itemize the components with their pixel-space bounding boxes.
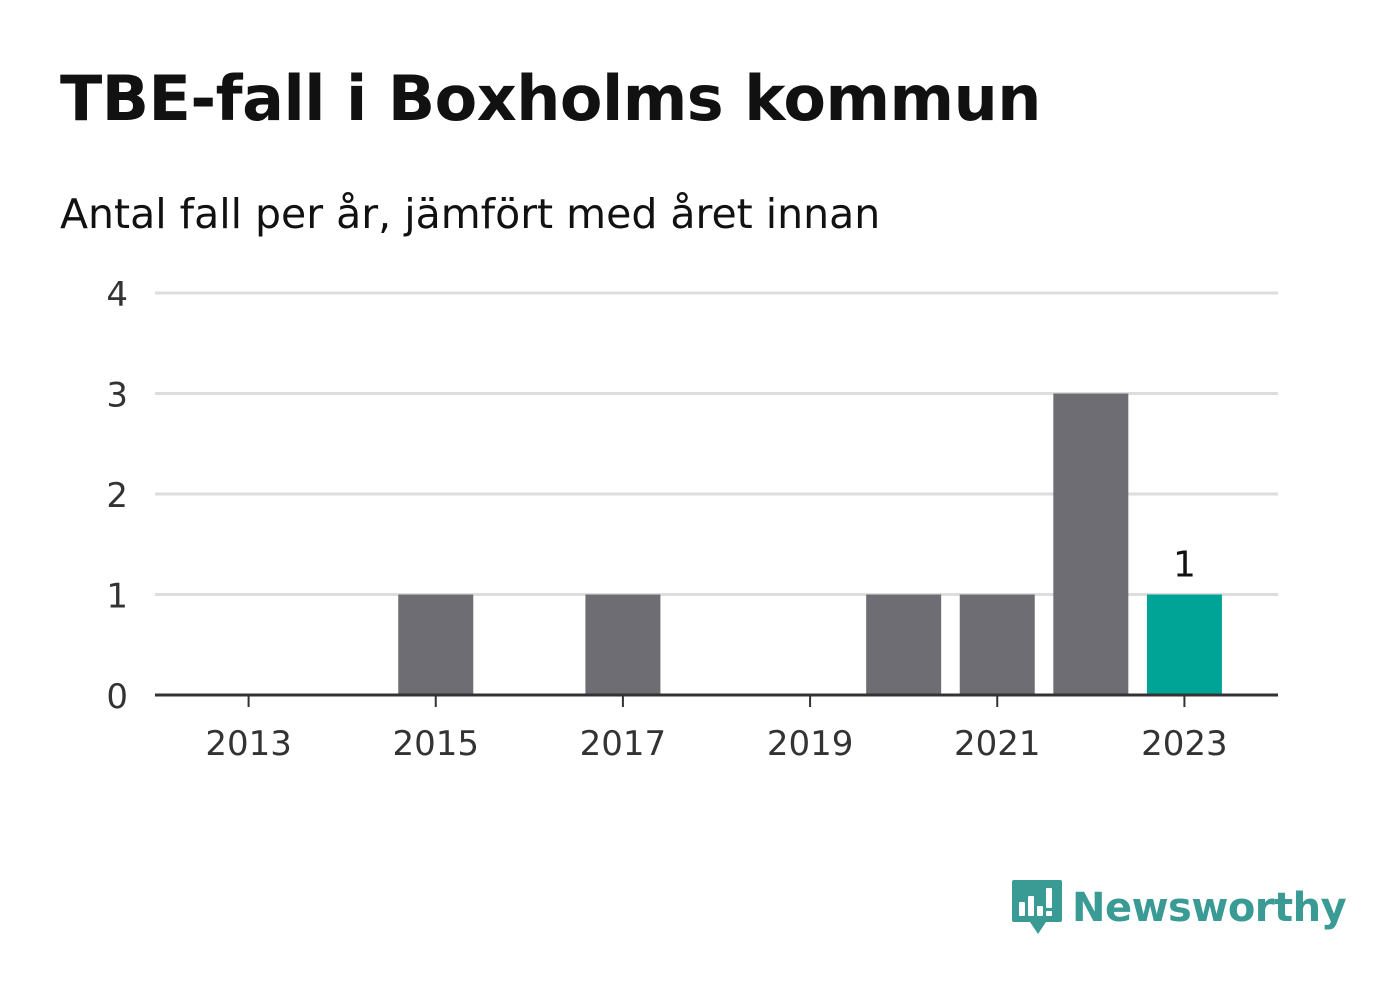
newsworthy-logo: Newsworthy (1010, 878, 1347, 938)
newsworthy-logo-icon (1012, 880, 1062, 934)
x-tick-label: 2021 (954, 724, 1041, 764)
bar (585, 594, 661, 695)
chart-title: TBE-fall i Boxholms kommun (60, 62, 1041, 135)
x-tick-label: 2017 (580, 724, 667, 764)
chart-subtitle: Antal fall per år, jämfört med året inna… (60, 190, 881, 238)
x-tick-label: 2013 (205, 724, 292, 764)
x-tick-label: 2023 (1141, 724, 1228, 764)
y-tick-label: 0 (106, 677, 128, 717)
y-tick-label: 3 (106, 376, 128, 416)
bar (398, 594, 474, 695)
y-tick-label: 1 (106, 577, 128, 617)
bar (866, 594, 942, 695)
data-label: 1 (1173, 545, 1196, 586)
bar (1146, 594, 1222, 695)
y-tick-label: 4 (106, 275, 128, 315)
x-tick-label: 2019 (767, 724, 854, 764)
bar (1053, 393, 1129, 695)
x-tick-label: 2015 (392, 724, 479, 764)
bar (959, 594, 1035, 695)
brand-name: Newsworthy (1072, 885, 1347, 931)
y-tick-label: 2 (106, 476, 128, 516)
